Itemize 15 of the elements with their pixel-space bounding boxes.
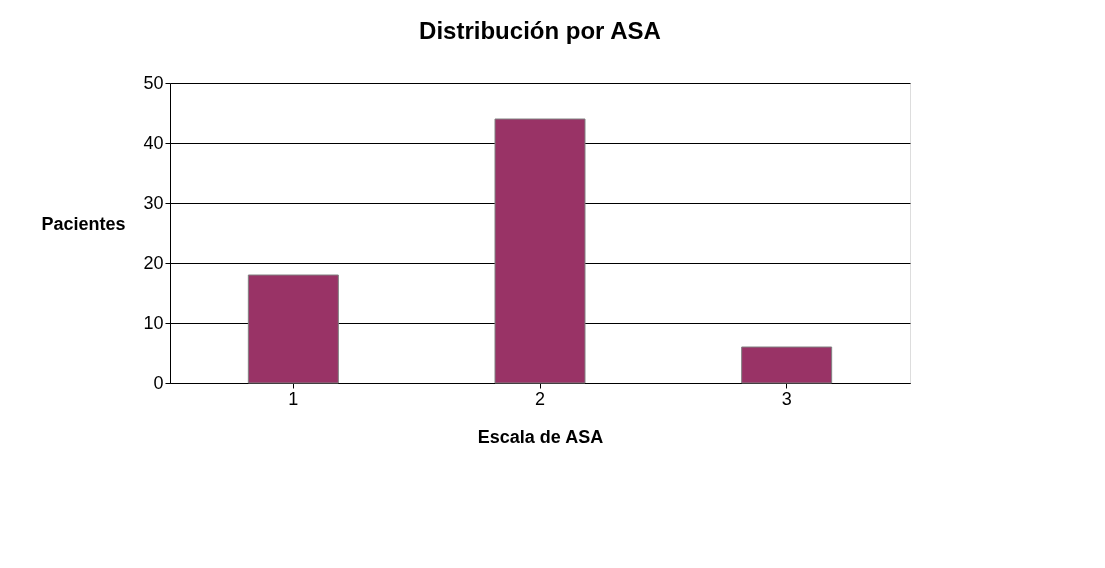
bar xyxy=(741,346,833,384)
y-tick-label: 10 xyxy=(143,312,164,333)
x-tick-label: 3 xyxy=(781,388,792,409)
y-axis-title: Pacientes xyxy=(41,213,126,234)
bar xyxy=(494,118,586,384)
chart-title: Distribución por ASA xyxy=(419,17,661,44)
y-tick-label: 0 xyxy=(153,372,164,393)
x-axis-title: Escala de ASA xyxy=(477,426,604,447)
x-tick-label: 1 xyxy=(288,388,299,409)
y-tick-label: 20 xyxy=(143,252,164,273)
y-tick-label: 40 xyxy=(143,132,164,153)
y-tick-label: 30 xyxy=(143,192,164,213)
y-tick-label: 50 xyxy=(143,72,164,93)
bar xyxy=(247,274,339,384)
x-tick-label: 2 xyxy=(534,388,546,409)
